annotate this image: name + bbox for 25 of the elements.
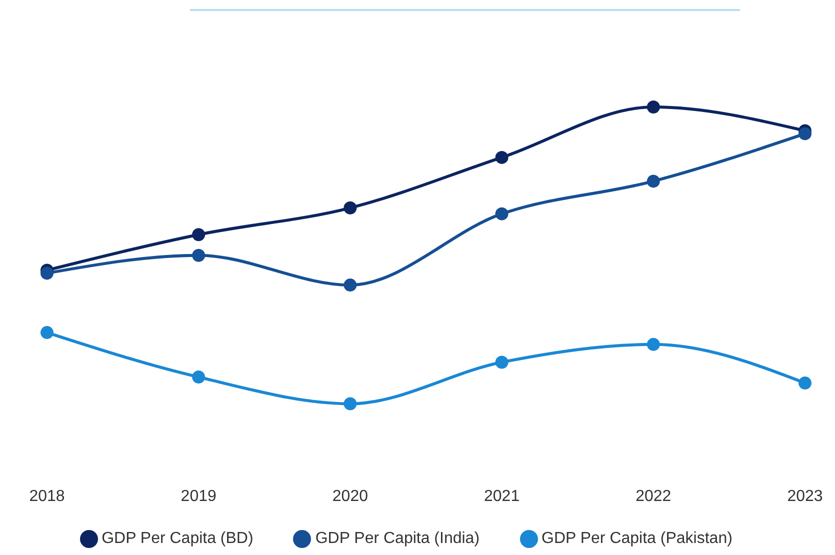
point [495,150,508,164]
legend-label: GDP Per Capita (India) [315,530,480,547]
x-tick-label: 2023 [787,488,823,506]
point [495,207,508,220]
x-tick-label: 2020 [332,488,368,506]
point [192,228,206,242]
point [192,370,206,384]
point [344,201,357,214]
point [40,326,54,340]
x-tick-label: 2022 [636,488,672,506]
x-tick-label: 2021 [484,488,520,506]
x-tick-label: 2018 [29,488,65,506]
point [192,248,206,262]
point [646,100,660,114]
legend-label: GDP Per Capita (BD) [102,530,254,547]
point [798,376,812,390]
x-tick-label: 2019 [180,488,216,506]
point [344,397,357,410]
point [40,266,54,280]
point [798,127,812,140]
point [646,174,660,188]
point [344,278,357,292]
point [495,356,508,369]
point [646,338,660,351]
legend-label: GDP Per Capita (Pakistan) [542,530,732,547]
